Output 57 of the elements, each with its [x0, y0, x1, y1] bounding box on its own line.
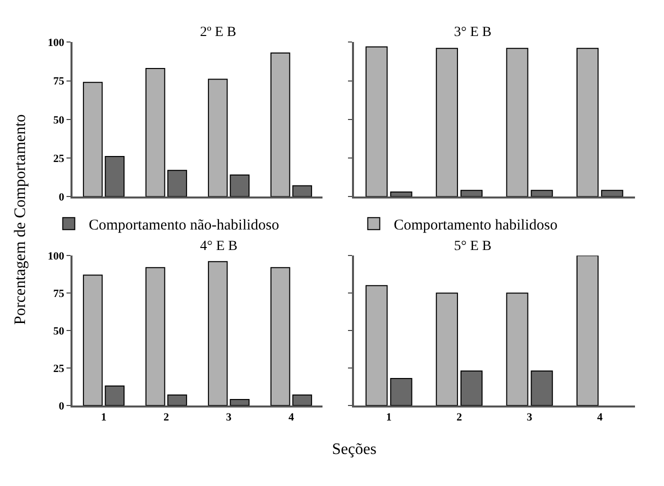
bar — [208, 261, 228, 406]
x-tick-label: 2 — [164, 412, 170, 424]
bar — [460, 370, 483, 406]
bar — [366, 46, 388, 197]
x-tick-label: 1 — [386, 412, 392, 424]
bar — [208, 78, 228, 197]
bar — [506, 292, 528, 406]
bar — [292, 185, 312, 197]
y-tick-label: 75 — [53, 288, 65, 300]
bar — [230, 398, 250, 406]
y-axis-title: Porcentagem de Comportamento — [12, 114, 30, 325]
y-tick-label: 100 — [48, 250, 65, 262]
bar — [270, 52, 290, 197]
y-tick-label: 25 — [53, 362, 65, 375]
bar — [167, 170, 188, 197]
bar — [270, 267, 290, 406]
chart-title: 4° E B — [200, 239, 238, 254]
x-axis-title: Seções — [332, 441, 376, 458]
bar — [104, 156, 125, 197]
bar — [460, 190, 483, 197]
y-tick-label: 75 — [53, 76, 65, 88]
chart-title: 3° E B — [454, 25, 492, 40]
bar — [145, 68, 166, 197]
bar — [82, 82, 103, 197]
bar — [292, 394, 312, 406]
bar — [230, 174, 250, 197]
bar — [436, 48, 458, 197]
bar — [576, 48, 599, 197]
x-tick-label: 4 — [597, 412, 604, 424]
bar — [390, 191, 412, 197]
bar — [145, 267, 166, 406]
bar — [601, 190, 624, 197]
y-tick-label: 50 — [53, 114, 65, 126]
legend-label: Comportamento não-habilidoso — [88, 217, 280, 234]
bar — [82, 274, 103, 406]
y-tick-label: 0 — [58, 400, 65, 412]
bar — [390, 378, 412, 406]
x-tick-label: 1 — [101, 412, 106, 424]
y-tick-label: 0 — [58, 191, 65, 204]
y-tick-label: 100 — [48, 37, 65, 50]
bar — [436, 292, 458, 406]
y-tick-label: 50 — [53, 325, 65, 338]
bar — [167, 394, 188, 406]
bar — [576, 256, 599, 406]
x-tick-label: 4 — [288, 412, 294, 424]
x-tick-label: 2 — [456, 412, 462, 424]
y-tick-label: 25 — [53, 152, 65, 165]
bar — [530, 190, 553, 197]
x-tick-label: 3 — [226, 412, 232, 424]
chart-title: 2º E B — [200, 25, 236, 40]
bar — [366, 285, 388, 406]
bar — [104, 385, 125, 406]
bar — [530, 370, 553, 406]
legend-label: Comportamento habilidoso — [394, 217, 558, 234]
chart-title: 5° E B — [454, 239, 492, 254]
bar — [506, 48, 528, 197]
x-tick-label: 3 — [526, 412, 533, 424]
